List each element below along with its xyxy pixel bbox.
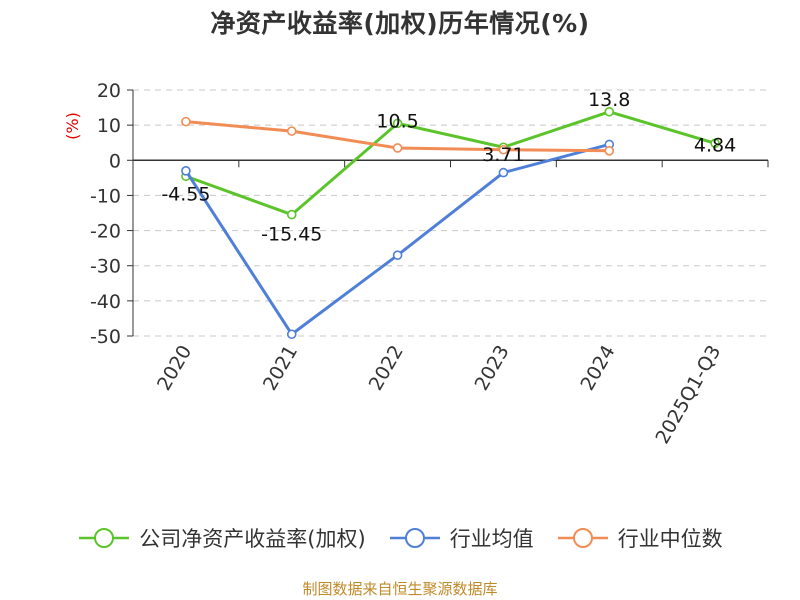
grid-lines (133, 89, 768, 337)
data-source: 制图数据来自恒生聚源数据库 (302, 580, 498, 598)
data-point (392, 143, 403, 153)
data-point (181, 116, 191, 127)
y-tick-label: 10 (97, 115, 121, 137)
x-axis-ticks: 2020 2021 2022 2023 2024 2025Q1-Q3 (153, 341, 725, 447)
data-point (604, 145, 615, 156)
y-tick-label: -20 (90, 221, 121, 243)
y-tick-label: -40 (90, 291, 121, 313)
legend-swatch-icon (79, 528, 130, 548)
data-point (286, 209, 297, 220)
series-line (185, 110, 716, 217)
legend-swatch-icon (557, 528, 608, 548)
data-label: -4.55 (161, 183, 210, 205)
x-tick-label: 2022 (365, 342, 408, 395)
y-tick-label: 0 (109, 150, 121, 172)
data-point (498, 167, 509, 178)
data-point (286, 126, 297, 136)
axes (127, 89, 769, 337)
legend-item: 公司净资产收益率(加权) (77, 523, 366, 553)
x-tick-label: 2023 (471, 341, 514, 394)
data-point (604, 106, 615, 117)
x-tick-label: 2021 (259, 342, 302, 395)
legend: 公司净资产收益率(加权) 行业均值 行业中位数 (0, 520, 800, 556)
legend-label: 公司净资产收益率(加权) (139, 527, 366, 551)
y-tick-label: -50 (90, 326, 121, 348)
data-label: 13.8 (588, 89, 630, 111)
legend-label: 行业中位数 (617, 527, 723, 551)
legend-label: 行业均值 (449, 527, 534, 551)
data-point (181, 166, 191, 176)
y-axis-unit-label: (%) (63, 112, 82, 140)
data-point (286, 329, 297, 340)
data-point (392, 250, 403, 260)
legend-item: 行业均值 (388, 523, 534, 553)
data-label: -15.45 (261, 224, 322, 246)
y-tick-label: 20 (97, 80, 121, 102)
legend-item: 行业中位数 (556, 523, 723, 553)
series-line (184, 143, 610, 336)
y-tick-label: -10 (90, 185, 121, 207)
x-tick-label: 2025Q1-Q3 (651, 342, 725, 448)
legend-swatch-icon (389, 528, 440, 548)
data-label: 4.84 (694, 134, 736, 156)
data-point (392, 118, 403, 129)
x-tick-label: 2020 (153, 342, 196, 395)
y-axis-ticks: 20 10 0 -10 -20 -30 -40 -50 (90, 80, 121, 348)
data-label: 10.5 (376, 110, 418, 132)
y-tick-label: -30 (90, 256, 121, 278)
data-point (498, 144, 509, 155)
series-group (181, 106, 720, 340)
x-tick-label: 2024 (576, 342, 619, 395)
data-labels: -4.55 -15.45 10.5 3.71 13.8 4.84 (161, 89, 736, 246)
data-point (710, 138, 720, 149)
data-label: 3.71 (482, 144, 524, 166)
chart-title: 净资产收益率(加权)历年情况(%) (210, 9, 590, 38)
